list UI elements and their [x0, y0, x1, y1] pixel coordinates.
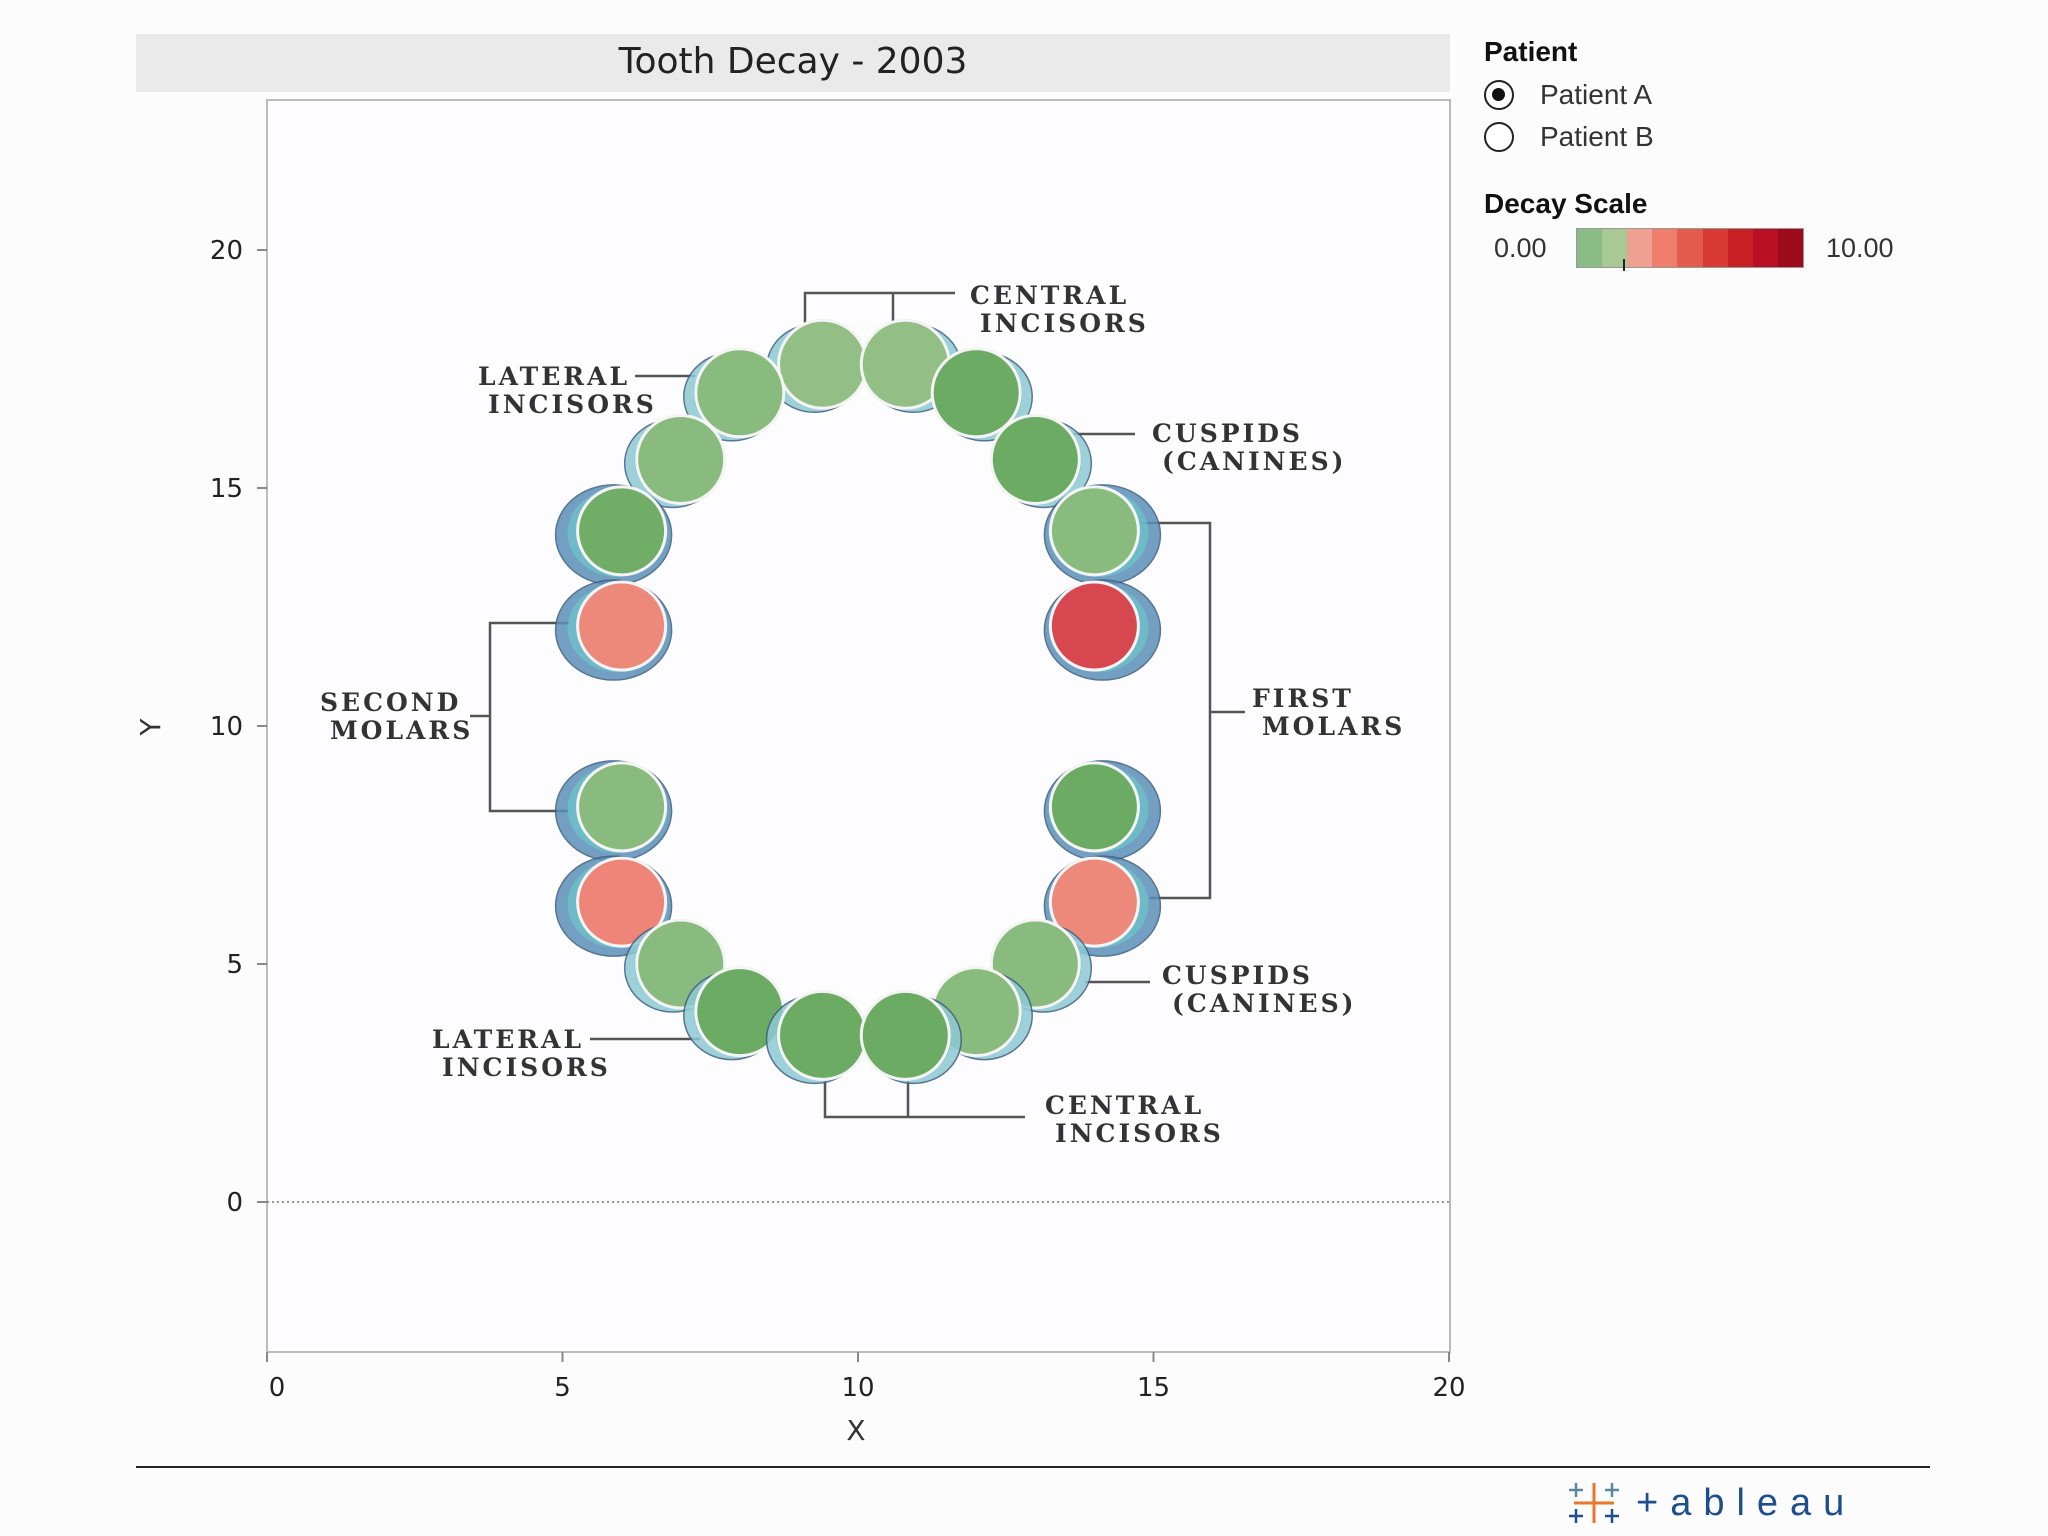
lateral-incisors-top-label-line2: INCISORS: [488, 390, 657, 419]
color-gradient-bar: [1576, 228, 1804, 271]
scale-swatch: [1702, 229, 1728, 267]
scale-swatch: [1677, 229, 1703, 267]
scale-swatch: [1752, 229, 1778, 267]
x-tick-label: 20: [1432, 1373, 1465, 1403]
patient-a-label: Patient A: [1540, 79, 1653, 110]
decay-circle[interactable]: [1048, 485, 1140, 577]
cuspids-top-label: CUSPIDS: [1152, 419, 1303, 448]
scale-max-label: 10.00: [1826, 232, 1894, 263]
radio-unselected-icon[interactable]: [1484, 122, 1514, 152]
y-axis-title: Y: [134, 718, 167, 737]
tooth-marker[interactable]: [1043, 760, 1162, 862]
first-molars-label: FIRST: [1252, 684, 1354, 713]
tooth-marker[interactable]: [554, 760, 673, 862]
decay-circle[interactable]: [576, 761, 668, 853]
scale-swatch: [1627, 229, 1653, 267]
tooth-marker[interactable]: [765, 318, 869, 413]
decay-circle[interactable]: [859, 989, 951, 1081]
lateral-incisors-bottom-label-line2: INCISORS: [442, 1053, 611, 1082]
decay-scale: 0.00 10.00: [1484, 228, 1964, 271]
central-incisors-top-label-line2: INCISORS: [980, 309, 1149, 338]
tooth-marker[interactable]: [1043, 579, 1162, 681]
chart-title: Tooth Decay - 2003: [618, 41, 968, 82]
scale-swatch: [1577, 229, 1603, 267]
tooth-markers[interactable]: [554, 318, 1162, 1085]
decay-scale-title: Decay Scale: [1484, 188, 1648, 219]
cuspids-bottom-label-line2: (CANINES): [1172, 989, 1356, 1018]
decay-circle[interactable]: [1048, 856, 1140, 948]
legend-panel: Patient Patient A Patient B Decay Scale …: [1484, 36, 1964, 271]
scale-swatch: [1652, 229, 1678, 267]
decay-circle[interactable]: [989, 413, 1081, 505]
decay-circle[interactable]: [777, 318, 869, 410]
patient-b-radio[interactable]: Patient B: [1484, 116, 1964, 158]
x-tick-label: 0: [269, 1373, 286, 1403]
scale-marker: [1623, 259, 1625, 271]
lateral-incisors-bottom-label: LATERAL: [432, 1025, 584, 1054]
plot-area: [266, 99, 1451, 1353]
scale-min-label: 0.00: [1494, 232, 1547, 263]
tooth-marker[interactable]: [683, 347, 786, 442]
patient-filter-title: Patient: [1484, 36, 1578, 67]
tooth-marker[interactable]: [1043, 855, 1162, 957]
tooth-marker[interactable]: [554, 855, 673, 957]
leader-line: [803, 291, 955, 330]
second-molars-label-line2: MOLARS: [330, 716, 473, 745]
decay-circle[interactable]: [694, 347, 786, 439]
leader-line: [823, 1070, 1025, 1119]
first-molars-label-line2: MOLARS: [1262, 712, 1405, 741]
x-axis-title: X: [846, 1414, 865, 1447]
tooth-marker[interactable]: [623, 413, 727, 509]
tooth-marker[interactable]: [930, 347, 1033, 442]
tooth-marker[interactable]: [554, 579, 673, 681]
y-tick-label: 0: [226, 1188, 243, 1218]
leader-line: [1140, 521, 1212, 900]
cuspids-bottom-label: CUSPIDS: [1162, 961, 1313, 990]
x-tick-label: 15: [1137, 1373, 1170, 1403]
tooth-marker[interactable]: [859, 318, 963, 413]
tooth-marker[interactable]: [859, 989, 963, 1085]
y-tick-label: 5: [226, 950, 243, 980]
anatomy-annotations: CENTRALINCISORSLATERALINCISORSCUSPIDS(CA…: [320, 281, 1405, 1148]
x-tick-label: 5: [554, 1373, 571, 1403]
footer-divider: [136, 1466, 1930, 1468]
x-tick-label: 10: [841, 1373, 874, 1403]
patient-b-label: Patient B: [1540, 121, 1654, 152]
central-incisors-bottom-label: CENTRAL: [1045, 1091, 1204, 1120]
tooth-marker[interactable]: [1043, 484, 1162, 586]
axes: 0 5 10 15 20 0 5 10 15 20: [210, 236, 1466, 1403]
tooth-marker[interactable]: [765, 989, 869, 1085]
second-molars-label: SECOND: [320, 688, 461, 717]
tooth-marker[interactable]: [989, 413, 1093, 509]
tableau-cross-icon: [1569, 1483, 1619, 1523]
title-bar: [136, 34, 1450, 92]
lateral-incisors-top-label: LATERAL: [478, 362, 630, 391]
tooth-marker[interactable]: [554, 484, 673, 586]
patient-a-radio[interactable]: Patient A: [1484, 74, 1964, 116]
scale-swatch: [1777, 229, 1803, 267]
radio-selected-icon[interactable]: [1484, 80, 1514, 110]
y-tick-label: 10: [210, 712, 243, 742]
y-tick-label: 15: [210, 474, 243, 504]
central-incisors-top-label: CENTRAL: [970, 281, 1129, 310]
y-tick-label: 20: [210, 236, 243, 266]
decay-circle[interactable]: [777, 989, 869, 1081]
tableau-wordmark: +ableau: [1636, 1481, 1857, 1524]
decay-circle[interactable]: [576, 856, 668, 948]
decay-circle[interactable]: [1048, 761, 1140, 853]
decay-circle[interactable]: [635, 413, 727, 505]
decay-circle[interactable]: [1048, 580, 1140, 672]
cuspids-top-label-line2: (CANINES): [1162, 447, 1346, 476]
decay-circle[interactable]: [930, 347, 1022, 439]
decay-circle[interactable]: [576, 485, 668, 577]
central-incisors-bottom-label-line2: INCISORS: [1055, 1119, 1224, 1148]
tableau-logo: +ableau: [1562, 1478, 1856, 1528]
decay-circle[interactable]: [576, 580, 668, 672]
scale-swatch: [1727, 229, 1753, 267]
tooth-marker[interactable]: [683, 966, 786, 1061]
